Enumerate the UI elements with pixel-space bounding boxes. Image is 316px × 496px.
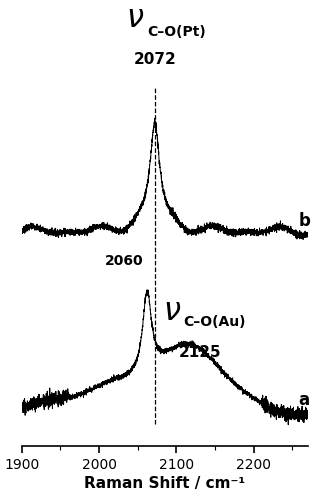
Text: $\nu$: $\nu$ [126,3,144,34]
Text: 2072: 2072 [133,52,176,67]
Text: a: a [299,391,310,409]
Text: C–O(Au): C–O(Au) [183,315,246,329]
Text: 2060: 2060 [105,254,143,268]
Text: C–O(Pt): C–O(Pt) [147,25,206,39]
Text: 2125: 2125 [178,345,221,360]
X-axis label: Raman Shift / cm⁻¹: Raman Shift / cm⁻¹ [84,477,246,492]
Text: b: b [299,212,311,230]
Text: $\nu$: $\nu$ [162,296,181,327]
